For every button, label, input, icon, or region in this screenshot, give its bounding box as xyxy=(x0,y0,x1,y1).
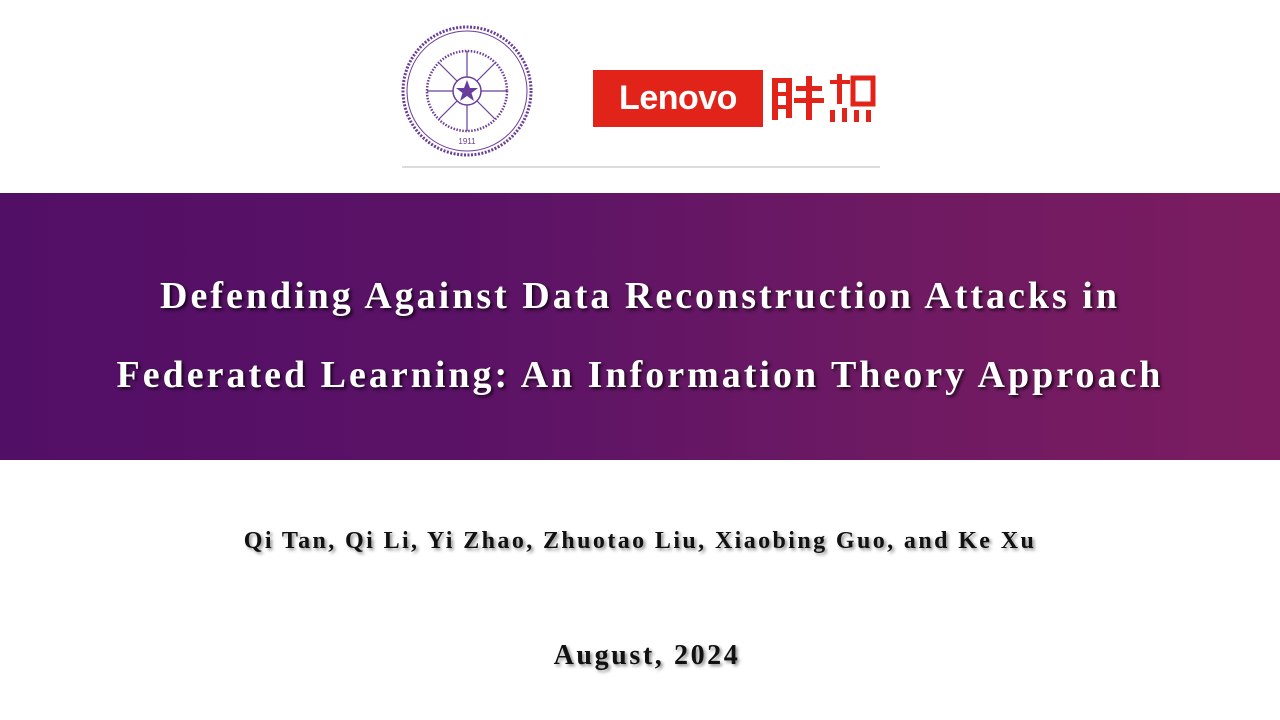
lenovo-chinese-logo xyxy=(772,74,876,122)
title-banner xyxy=(0,193,1280,460)
header-divider xyxy=(402,166,880,168)
authors: Qi Tan, Qi Li, Yi Zhao, Zhuotao Liu, Xia… xyxy=(243,528,1037,554)
lenovo-logo: Lenovo xyxy=(593,70,763,127)
date: August, 2024 xyxy=(553,640,741,671)
slide-title-line-1: Defending Against Data Reconstruction At… xyxy=(160,275,1120,317)
seal-year: 1911 xyxy=(458,137,476,146)
slide-title-line-2: Federated Learning: An Information Theor… xyxy=(116,354,1164,396)
tsinghua-seal-logo: 1911 xyxy=(401,25,533,157)
